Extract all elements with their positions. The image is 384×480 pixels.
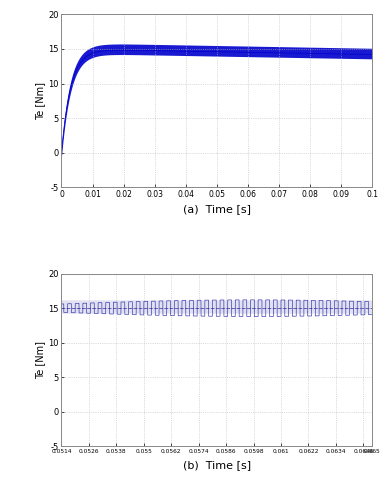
Y-axis label: Te [Nm]: Te [Nm] xyxy=(35,82,45,120)
Y-axis label: Te [Nm]: Te [Nm] xyxy=(35,341,45,379)
X-axis label: (a)  Time [s]: (a) Time [s] xyxy=(183,204,251,215)
X-axis label: (b)  Time [s]: (b) Time [s] xyxy=(183,460,251,470)
